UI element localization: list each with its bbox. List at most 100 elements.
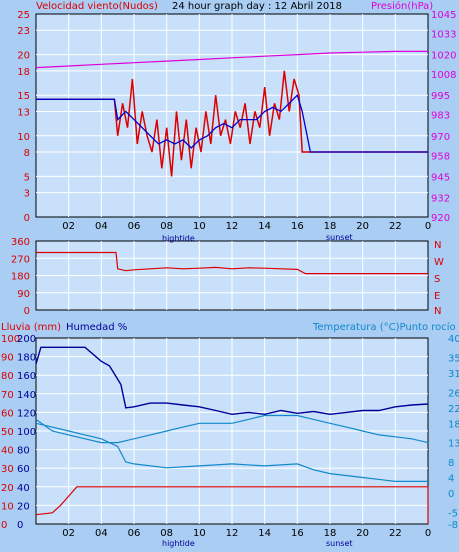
x-tick-label: 12 — [226, 221, 239, 232]
sunset-label-bottom: sunset — [326, 539, 353, 548]
x-tick-label-bottom: 08 — [160, 528, 173, 539]
pressure-line — [35, 50, 428, 69]
rain-tick-label: 40 — [1, 446, 14, 457]
x-tick-label-bottom: 22 — [389, 528, 402, 539]
humidity-tick-label: 20 — [17, 501, 30, 512]
temperature-tick-label: 4 — [448, 474, 454, 485]
pressure-tick-label: 920 — [431, 213, 450, 224]
temperature-tick-label: 22 — [448, 404, 459, 415]
pressure-tick-label: 1045 — [431, 10, 456, 21]
direction-tick-label: 270 — [11, 254, 30, 265]
x-tick-label: 04 — [95, 221, 108, 232]
humidity-line — [35, 346, 429, 416]
x-tick-label-bottom: 0 — [425, 528, 431, 539]
x-tick-label: 08 — [160, 221, 173, 232]
wind-tick-label: 23 — [17, 26, 30, 37]
x-tick-label: 18 — [324, 221, 337, 232]
wind-tick-label: 5 — [24, 172, 30, 183]
humidity-tick-label: 200 — [17, 334, 36, 345]
pressure-tick-label: 958 — [431, 151, 450, 162]
humidity-tick-label: 160 — [17, 371, 36, 382]
temperature-tick-label: 0 — [448, 489, 454, 500]
humidity-axis-label: Humedad % — [66, 322, 127, 333]
x-tick-label: 06 — [128, 221, 141, 232]
wind-tick-label: 13 — [17, 107, 30, 118]
rain-line — [35, 486, 429, 524]
pressure-tick-label: 1033 — [431, 29, 456, 40]
wind-tick-label: 25 — [17, 10, 30, 21]
wind-tick-label: 8 — [24, 148, 30, 159]
humidity-tick-label: 140 — [17, 390, 36, 401]
x-tick-label: 14 — [258, 221, 271, 232]
temperature-tick-label: 26 — [448, 388, 459, 399]
x-tick-label-bottom: 20 — [356, 528, 369, 539]
sunset-label-top: sunset — [326, 233, 353, 242]
direction-tick-label: 360 — [11, 237, 30, 248]
humidity-tick-label: 100 — [17, 427, 36, 438]
temperature-tick-label: 13 — [448, 439, 459, 450]
rain-axis-label: Lluvia (mm) — [1, 322, 61, 333]
direction-line — [36, 251, 428, 275]
direction-label-s: S — [434, 274, 440, 285]
wind-avg-line — [36, 93, 428, 153]
pressure-tick-label: 945 — [431, 172, 450, 183]
x-tick-label: 22 — [389, 221, 402, 232]
rain-tick-label: 80 — [1, 371, 14, 382]
wind-tick-label: 3 — [24, 189, 30, 200]
rain-tick-label: 100 — [1, 334, 20, 345]
pressure-tick-label: 932 — [431, 194, 450, 205]
temperature-tick-label: 40 — [448, 334, 459, 345]
temperature-tick-label: -8 — [448, 520, 458, 531]
x-tick-label: 10 — [193, 221, 206, 232]
wind-max-line — [36, 70, 428, 177]
rain-tick-label: 50 — [1, 427, 14, 438]
x-tick-label-bottom: 14 — [258, 528, 271, 539]
x-tick-label-bottom: 18 — [324, 528, 337, 539]
x-tick-label-bottom: 06 — [128, 528, 141, 539]
humidity-tick-label: 0 — [17, 520, 23, 531]
direction-label-e: E — [434, 291, 440, 302]
rain-tick-label: 90 — [1, 353, 14, 364]
x-tick-label-bottom: 10 — [193, 528, 206, 539]
rain-tick-label: 10 — [1, 501, 14, 512]
humidity-tick-label: 180 — [17, 353, 36, 364]
x-tick-label: 0 — [425, 221, 431, 232]
direction-tick-label: 180 — [11, 272, 30, 283]
wind-tick-label: 20 — [17, 51, 30, 62]
temperature-tick-label: 31 — [448, 369, 459, 380]
rain-tick-label: 30 — [1, 464, 14, 475]
chart-title: 24 hour graph day : 12 Abril 2018 — [172, 1, 342, 12]
pressure-tick-label: 1020 — [431, 51, 456, 62]
humidity-tick-label: 80 — [17, 446, 30, 457]
pressure-tick-label: 983 — [431, 111, 450, 122]
x-tick-label-bottom: 12 — [226, 528, 239, 539]
humidity-tick-label: 60 — [17, 464, 30, 475]
pressure-tick-label: 1008 — [431, 70, 456, 81]
wind-axis-label: Velocidad viento(Nudos) — [36, 1, 158, 12]
direction-label-n-bottom: N — [434, 306, 441, 317]
direction-tick-label: 0 — [24, 306, 30, 317]
temperature-line — [35, 414, 429, 444]
temperature-tick-label: -5 — [448, 508, 458, 519]
direction-tick-label: 90 — [17, 289, 30, 300]
x-tick-label: 20 — [356, 221, 369, 232]
pressure-tick-label: 995 — [431, 91, 450, 102]
direction-label-n-top: N — [434, 240, 441, 251]
temperature-tick-label: 8 — [448, 458, 454, 469]
direction-label-w: W — [434, 257, 444, 268]
x-tick-label: 02 — [62, 221, 75, 232]
pressure-tick-label: 970 — [431, 132, 450, 143]
rain-tick-label: 0 — [1, 520, 7, 531]
temperature-tick-label: 35 — [448, 353, 459, 364]
wind-tick-label: 10 — [17, 132, 30, 143]
x-tick-label: 16 — [291, 221, 304, 232]
hightide-label-top: hightide — [162, 234, 195, 243]
wind-tick-label: 15 — [17, 91, 30, 102]
hightide-label-bottom: hightide — [162, 539, 195, 548]
x-tick-label-bottom: 16 — [291, 528, 304, 539]
temperature-tick-label: 18 — [448, 419, 459, 430]
x-tick-label-bottom: 02 — [62, 528, 75, 539]
x-tick-label-bottom: 04 — [95, 528, 108, 539]
